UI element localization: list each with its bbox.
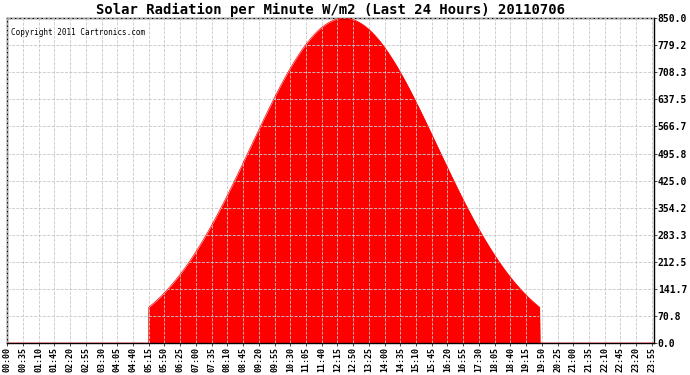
- Title: Solar Radiation per Minute W/m2 (Last 24 Hours) 20110706: Solar Radiation per Minute W/m2 (Last 24…: [96, 3, 565, 17]
- Text: Copyright 2011 Cartronics.com: Copyright 2011 Cartronics.com: [10, 28, 145, 37]
